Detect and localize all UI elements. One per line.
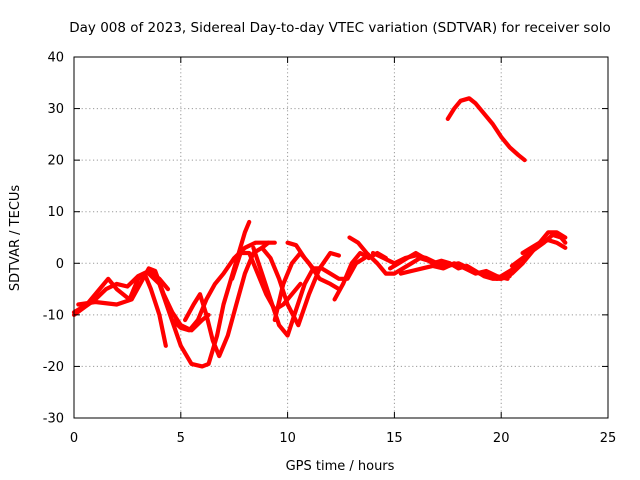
x-tick-label: 15 [386, 431, 403, 446]
y-tick-label: 0 [56, 257, 64, 272]
plot-frame [73, 56, 609, 419]
series-line-s18 [494, 230, 568, 281]
x-tick-label: 20 [493, 431, 510, 446]
y-tick-label: -10 [43, 308, 64, 323]
series-line-s7 [230, 250, 303, 312]
y-tick-label: 40 [47, 51, 64, 66]
series-line-s11 [285, 240, 367, 281]
y-tick-label: 10 [47, 205, 64, 220]
y-axis-label: SDTVAR / TECUs [8, 185, 23, 292]
y-tick-label: -20 [43, 360, 64, 375]
series-line-s16 [398, 261, 510, 281]
y-tick-label: -30 [43, 412, 64, 427]
x-tick-label: 10 [279, 431, 296, 446]
y-tick-label: 30 [47, 102, 64, 117]
x-tick-label: 0 [70, 431, 78, 446]
series-line-s19 [509, 232, 568, 268]
x-tick-label: 5 [177, 431, 185, 446]
data-series [71, 96, 568, 369]
chart-title: Day 008 of 2023, Sidereal Day-to-day VTE… [69, 20, 610, 36]
series-line-s8 [251, 245, 316, 338]
x-tick-label: 25 [600, 431, 617, 446]
x-axis-label: GPS time / hours [286, 459, 395, 474]
axis-ticks: 0 5 10 15 20 25 -30 -20 -10 0 10 20 30 40 [43, 51, 617, 447]
series-line-s9 [259, 245, 341, 328]
y-tick-label: 20 [47, 154, 64, 169]
series-line-s20 [520, 238, 568, 256]
series-line-s5 [170, 240, 277, 333]
series-line-s17 [445, 96, 527, 163]
grid [74, 57, 608, 418]
